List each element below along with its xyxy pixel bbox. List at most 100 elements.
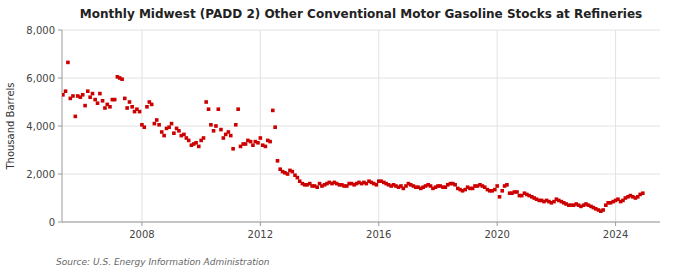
y-tick-label: 0: [49, 217, 55, 228]
x-axis-line: [62, 222, 660, 223]
point: [113, 98, 117, 102]
axes: 02,0004,0006,0008,0002008201220162020202…: [26, 25, 660, 240]
x-tick-label: 2012: [248, 229, 273, 240]
point: [194, 141, 198, 145]
y-tick-label: 2,000: [26, 169, 55, 180]
point: [162, 134, 166, 138]
x-tick: [615, 222, 616, 226]
point: [276, 159, 280, 163]
x-grid-line: [378, 30, 379, 222]
point: [172, 131, 176, 135]
y-grid-line: [62, 78, 660, 79]
point: [244, 142, 248, 146]
point: [493, 188, 497, 192]
x-tick-label: 2020: [484, 229, 509, 240]
point: [83, 104, 87, 108]
point: [66, 61, 70, 65]
point: [71, 94, 75, 98]
point: [217, 107, 221, 111]
point: [157, 123, 161, 127]
x-tick: [497, 222, 498, 226]
point: [142, 125, 146, 129]
point: [202, 136, 206, 140]
point: [256, 141, 260, 145]
point: [128, 100, 132, 104]
grid: [62, 30, 660, 222]
point: [375, 183, 379, 187]
point: [138, 110, 142, 114]
x-grid-line: [260, 30, 261, 222]
point: [103, 106, 107, 110]
source-note: Source: U.S. Energy Information Administ…: [56, 257, 270, 267]
point: [125, 106, 129, 110]
y-tick-label: 6,000: [26, 73, 55, 84]
point: [641, 191, 645, 195]
point: [170, 122, 174, 126]
point: [177, 129, 181, 133]
point: [222, 136, 226, 140]
x-tick: [141, 222, 142, 226]
point: [96, 101, 100, 105]
point: [291, 170, 295, 174]
point: [197, 145, 201, 149]
x-tick: [260, 222, 261, 226]
point: [120, 77, 124, 81]
y-tick: [58, 174, 62, 175]
point: [204, 100, 208, 104]
point: [259, 136, 263, 140]
point: [315, 185, 319, 189]
y-tick-label: 4,000: [26, 121, 55, 132]
chart-title: Monthly Midwest (PADD 2) Other Conventio…: [80, 7, 642, 21]
point: [271, 109, 275, 113]
y-grid-line: [62, 222, 660, 223]
point: [453, 183, 457, 187]
y-grid-line: [62, 174, 660, 175]
point: [209, 123, 213, 127]
point: [98, 92, 102, 96]
point: [296, 176, 300, 180]
y-axis-label: Thousand Barrels: [5, 82, 16, 170]
point: [207, 107, 211, 111]
points: [62, 61, 645, 213]
point: [81, 93, 85, 97]
point: [101, 99, 105, 103]
point: [64, 89, 68, 93]
point: [130, 105, 134, 109]
point: [91, 92, 95, 96]
point: [264, 145, 268, 149]
point: [123, 97, 127, 101]
point: [182, 133, 186, 137]
point: [145, 105, 149, 109]
point: [515, 190, 519, 194]
point: [212, 129, 216, 133]
point: [93, 98, 97, 102]
point: [227, 130, 231, 134]
chart-svg: Monthly Midwest (PADD 2) Other Conventio…: [0, 0, 675, 275]
point: [601, 208, 605, 212]
y-tick: [58, 222, 62, 223]
point: [231, 147, 235, 151]
point: [88, 95, 92, 99]
x-grid-line: [497, 30, 498, 222]
point: [214, 124, 218, 128]
point: [498, 195, 502, 199]
point: [74, 115, 78, 119]
point: [108, 105, 112, 109]
y-tick: [58, 78, 62, 79]
y-tick: [58, 126, 62, 127]
point: [251, 143, 255, 147]
x-tick-label: 2024: [603, 229, 628, 240]
chart-container: Monthly Midwest (PADD 2) Other Conventio…: [0, 0, 675, 275]
y-grid-line: [62, 126, 660, 127]
point: [86, 89, 90, 93]
x-grid-line: [615, 30, 616, 222]
point: [500, 189, 504, 193]
point: [62, 93, 65, 97]
y-tick: [58, 30, 62, 31]
point: [273, 125, 277, 129]
point: [219, 128, 223, 132]
point: [153, 122, 157, 126]
point: [505, 183, 509, 187]
y-grid-line: [62, 30, 660, 31]
y-tick-label: 8,000: [26, 25, 55, 36]
